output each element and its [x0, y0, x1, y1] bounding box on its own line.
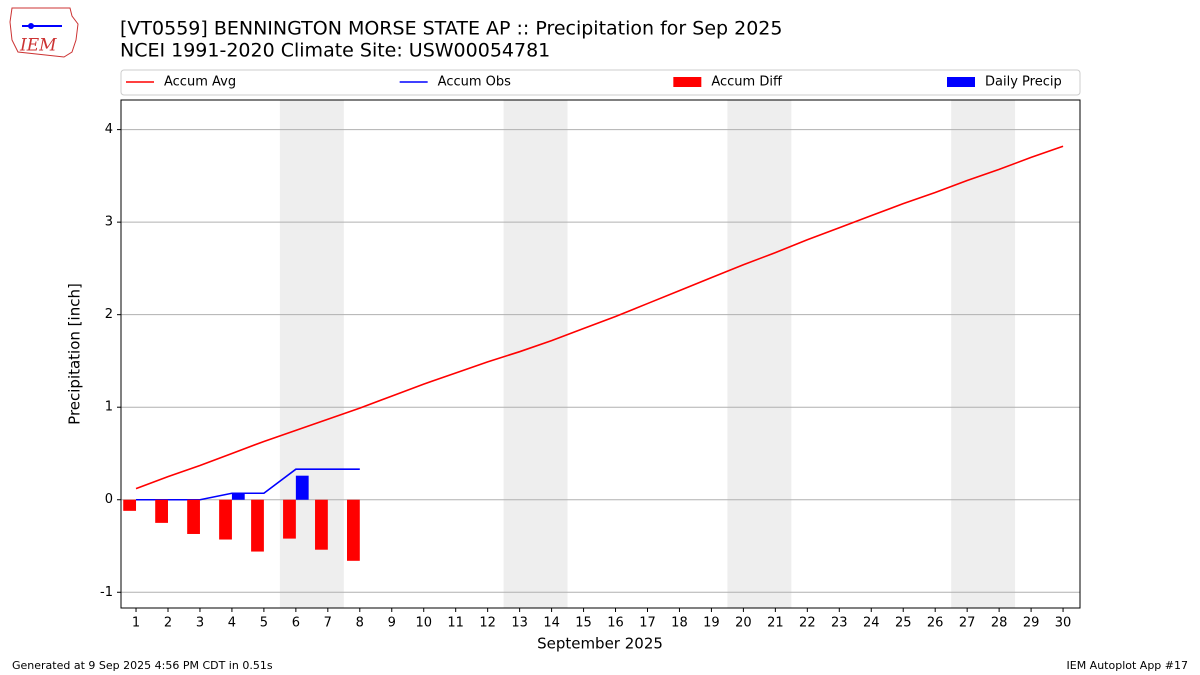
footer-left: Generated at 9 Sep 2025 4:56 PM CDT in 0…: [12, 659, 273, 672]
x-tick-label: 11: [447, 616, 464, 631]
legend-box: [120, 69, 1081, 96]
y-tick-label: 3: [105, 215, 113, 230]
x-tick-label: 9: [388, 616, 396, 631]
logo-outline: [9, 7, 79, 58]
legend-swatch: [947, 77, 975, 87]
x-tick-label: 17: [639, 616, 656, 631]
line: [135, 145, 1064, 490]
bar: [347, 499, 360, 561]
x-tick-label: 24: [863, 616, 880, 631]
x-tick-label: 1: [132, 616, 140, 631]
x-tick-label: 27: [959, 616, 976, 631]
legend-label: Accum Diff: [711, 75, 783, 90]
plot-frame: [120, 99, 1081, 609]
x-tick-label: 18: [671, 616, 688, 631]
legend-label: Accum Obs: [438, 75, 511, 90]
y-tick-label: 4: [105, 122, 113, 137]
y-tick-label: -1: [100, 585, 113, 600]
x-tick-label: 22: [799, 616, 816, 631]
y-axis-label: Precipitation [inch]: [66, 283, 84, 425]
weekend-shade: [727, 100, 792, 608]
bar: [231, 493, 245, 500]
logo-dot: [28, 23, 34, 29]
chart-subtitle: NCEI 1991-2020 Climate Site: USW00054781: [120, 40, 550, 62]
x-tick-label: 14: [543, 616, 560, 631]
x-tick-label: 23: [831, 616, 848, 631]
x-tick-label: 13: [511, 616, 528, 631]
x-tick-label: 20: [735, 616, 752, 631]
bar: [283, 499, 296, 539]
bar: [219, 499, 232, 540]
y-tick-label: 2: [105, 307, 113, 322]
x-tick-label: 7: [324, 616, 332, 631]
bar: [251, 499, 264, 552]
logo: IEM: [9, 7, 79, 58]
x-tick-label: 8: [356, 616, 364, 631]
x-tick-label: 28: [991, 616, 1008, 631]
x-tick-label: 21: [767, 616, 784, 631]
x-tick-label: 19: [703, 616, 720, 631]
legend-swatch: [673, 77, 702, 87]
bar: [315, 499, 328, 550]
x-tick-label: 30: [1055, 616, 1072, 631]
x-tick-label: 29: [1023, 616, 1040, 631]
chart-title: [VT0559] BENNINGTON MORSE STATE AP :: Pr…: [120, 18, 783, 40]
bar: [295, 475, 309, 500]
x-tick-label: 25: [895, 616, 912, 631]
footer-right: IEM Autoplot App #17: [1067, 659, 1189, 672]
x-tick-label: 26: [927, 616, 944, 631]
logo-text: IEM: [19, 36, 57, 56]
x-axis-label: September 2025: [537, 635, 663, 653]
bar: [155, 499, 168, 523]
x-tick-label: 16: [607, 616, 624, 631]
x-tick-label: 6: [292, 616, 300, 631]
x-tick-label: 10: [415, 616, 432, 631]
x-tick-label: 5: [260, 616, 268, 631]
weekend-shade: [951, 100, 1016, 608]
legend-label: Accum Avg: [164, 75, 236, 90]
bar: [187, 499, 200, 534]
line: [136, 468, 360, 501]
x-tick-label: 15: [575, 616, 592, 631]
x-tick-label: 12: [479, 616, 496, 631]
x-tick-label: 4: [228, 616, 236, 631]
y-tick-label: 0: [105, 492, 113, 507]
x-tick-label: 2: [164, 616, 172, 631]
legend-label: Daily Precip: [985, 75, 1062, 90]
bar: [123, 499, 137, 511]
y-tick-label: 1: [105, 400, 113, 415]
x-tick-label: 3: [196, 616, 204, 631]
